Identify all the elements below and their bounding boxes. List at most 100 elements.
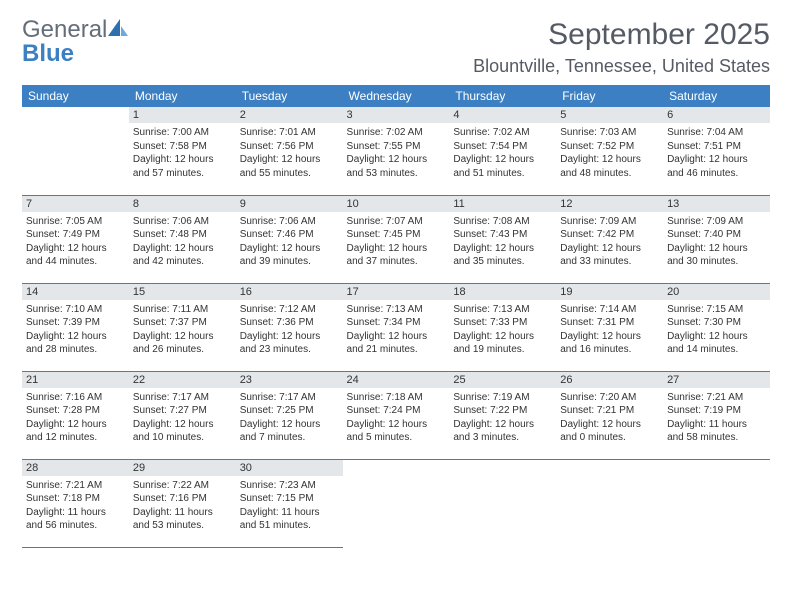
- calendar-cell: 21Sunrise: 7:16 AMSunset: 7:28 PMDayligh…: [22, 371, 129, 459]
- day-details: Sunrise: 7:06 AMSunset: 7:46 PMDaylight:…: [240, 215, 339, 269]
- day-number: 1: [129, 107, 236, 123]
- day-details: Sunrise: 7:20 AMSunset: 7:21 PMDaylight:…: [560, 391, 659, 445]
- day-details: Sunrise: 7:21 AMSunset: 7:18 PMDaylight:…: [26, 479, 125, 533]
- sail-icon: [108, 18, 130, 42]
- weekday-header-row: SundayMondayTuesdayWednesdayThursdayFrid…: [22, 85, 770, 107]
- calendar-cell: 23Sunrise: 7:17 AMSunset: 7:25 PMDayligh…: [236, 371, 343, 459]
- weekday-header: Wednesday: [343, 85, 450, 107]
- day-number: 12: [556, 196, 663, 212]
- day-number: 7: [22, 196, 129, 212]
- weekday-header: Friday: [556, 85, 663, 107]
- day-details: Sunrise: 7:19 AMSunset: 7:22 PMDaylight:…: [453, 391, 552, 445]
- calendar-cell: 12 Sunrise: 7:09 AMSunset: 7:42 PMDayligh…: [556, 195, 663, 283]
- day-details: Sunrise: 7:22 AMSunset: 7:16 PMDaylight:…: [133, 479, 232, 533]
- day-number: 16: [236, 284, 343, 300]
- day-details: Sunrise: 7:21 AMSunset: 7:19 PMDaylight:…: [667, 391, 766, 445]
- day-number: 5: [556, 107, 663, 123]
- month-title: September 2025: [473, 18, 770, 52]
- calendar-cell: [663, 459, 770, 547]
- day-details: Sunrise: 7:09 AMSunset: 7:42 PMDaylight:…: [560, 215, 659, 269]
- day-details: Sunrise: 7:16 AMSunset: 7:28 PMDaylight:…: [26, 391, 125, 445]
- day-details: Sunrise: 7:08 AMSunset: 7:43 PMDaylight:…: [453, 215, 552, 269]
- day-number: 19: [556, 284, 663, 300]
- day-details: Sunrise: 7:17 AMSunset: 7:25 PMDaylight:…: [240, 391, 339, 445]
- day-number: 4: [449, 107, 556, 123]
- calendar-cell: 13 Sunrise: 7:09 AMSunset: 7:40 PMDayligh…: [663, 195, 770, 283]
- day-number: 9: [236, 196, 343, 212]
- brand-word-1: General: [22, 18, 107, 42]
- day-details: Sunrise: 7:01 AMSunset: 7:56 PMDaylight:…: [240, 126, 339, 180]
- day-number: 29: [129, 460, 236, 476]
- day-details: Sunrise: 7:10 AMSunset: 7:39 PMDaylight:…: [26, 303, 125, 357]
- calendar-cell: [449, 459, 556, 547]
- day-number: 15: [129, 284, 236, 300]
- day-number: 28: [22, 460, 129, 476]
- day-number: 27: [663, 372, 770, 388]
- calendar-cell: 20Sunrise: 7:15 AMSunset: 7:30 PMDayligh…: [663, 283, 770, 371]
- day-details: Sunrise: 7:17 AMSunset: 7:27 PMDaylight:…: [133, 391, 232, 445]
- day-number: 14: [22, 284, 129, 300]
- day-number: 17: [343, 284, 450, 300]
- calendar-cell: 5 Sunrise: 7:03 AMSunset: 7:52 PMDaylight…: [556, 107, 663, 195]
- weekday-header: Sunday: [22, 85, 129, 107]
- brand-logo: General Blue: [22, 18, 130, 66]
- day-number: 24: [343, 372, 450, 388]
- calendar-row: 7 Sunrise: 7:05 AMSunset: 7:49 PMDaylight…: [22, 195, 770, 283]
- day-details: Sunrise: 7:13 AMSunset: 7:34 PMDaylight:…: [347, 303, 446, 357]
- title-block: September 2025 Blountville, Tennessee, U…: [473, 18, 770, 77]
- calendar-cell: 9 Sunrise: 7:06 AMSunset: 7:46 PMDaylight…: [236, 195, 343, 283]
- calendar-cell: 24 Sunrise: 7:18 AMSunset: 7:24 PMDayligh…: [343, 371, 450, 459]
- calendar-cell: 8 Sunrise: 7:06 AMSunset: 7:48 PMDaylight…: [129, 195, 236, 283]
- day-details: Sunrise: 7:07 AMSunset: 7:45 PMDaylight:…: [347, 215, 446, 269]
- day-details: Sunrise: 7:02 AMSunset: 7:54 PMDaylight:…: [453, 126, 552, 180]
- calendar-cell: 15Sunrise: 7:11 AMSunset: 7:37 PMDayligh…: [129, 283, 236, 371]
- calendar-cell: 14 Sunrise: 7:10 AMSunset: 7:39 PMDayligh…: [22, 283, 129, 371]
- page-header: General Blue September 2025 Blountville,…: [22, 18, 770, 77]
- day-details: Sunrise: 7:04 AMSunset: 7:51 PMDaylight:…: [667, 126, 766, 180]
- weekday-header: Tuesday: [236, 85, 343, 107]
- day-number: 25: [449, 372, 556, 388]
- day-details: Sunrise: 7:00 AMSunset: 7:58 PMDaylight:…: [133, 126, 232, 180]
- calendar-cell: [343, 459, 450, 547]
- calendar-cell: 27 Sunrise: 7:21 AMSunset: 7:19 PMDayligh…: [663, 371, 770, 459]
- day-details: Sunrise: 7:09 AMSunset: 7:40 PMDaylight:…: [667, 215, 766, 269]
- day-details: Sunrise: 7:03 AMSunset: 7:52 PMDaylight:…: [560, 126, 659, 180]
- calendar-table: SundayMondayTuesdayWednesdayThursdayFrid…: [22, 85, 770, 548]
- day-details: Sunrise: 7:23 AMSunset: 7:15 PMDaylight:…: [240, 479, 339, 533]
- calendar-cell: 30 Sunrise: 7:23 AMSunset: 7:15 PMDayligh…: [236, 459, 343, 547]
- calendar-cell: 22 Sunrise: 7:17 AMSunset: 7:27 PMDayligh…: [129, 371, 236, 459]
- day-number: 30: [236, 460, 343, 476]
- day-number: 22: [129, 372, 236, 388]
- calendar-row: 14 Sunrise: 7:10 AMSunset: 7:39 PMDayligh…: [22, 283, 770, 371]
- calendar-cell: 4 Sunrise: 7:02 AMSunset: 7:54 PMDaylight…: [449, 107, 556, 195]
- day-number: 26: [556, 372, 663, 388]
- brand-word-2: Blue: [22, 42, 74, 66]
- calendar-cell: 3Sunrise: 7:02 AMSunset: 7:55 PMDaylight…: [343, 107, 450, 195]
- calendar-cell: 10Sunrise: 7:07 AMSunset: 7:45 PMDayligh…: [343, 195, 450, 283]
- day-number: 20: [663, 284, 770, 300]
- calendar-cell: 16 Sunrise: 7:12 AMSunset: 7:36 PMDayligh…: [236, 283, 343, 371]
- day-number: 8: [129, 196, 236, 212]
- calendar-cell: 6 Sunrise: 7:04 AMSunset: 7:51 PMDaylight…: [663, 107, 770, 195]
- day-number: 18: [449, 284, 556, 300]
- weekday-header: Saturday: [663, 85, 770, 107]
- calendar-cell: [22, 107, 129, 195]
- calendar-cell: 28 Sunrise: 7:21 AMSunset: 7:18 PMDayligh…: [22, 459, 129, 547]
- day-number: 11: [449, 196, 556, 212]
- calendar-row: 28 Sunrise: 7:21 AMSunset: 7:18 PMDayligh…: [22, 459, 770, 547]
- day-number: 13: [663, 196, 770, 212]
- day-details: Sunrise: 7:18 AMSunset: 7:24 PMDaylight:…: [347, 391, 446, 445]
- calendar-cell: 25 Sunrise: 7:19 AMSunset: 7:22 PMDayligh…: [449, 371, 556, 459]
- calendar-row: 1 Sunrise: 7:00 AMSunset: 7:58 PMDaylight…: [22, 107, 770, 195]
- day-details: Sunrise: 7:12 AMSunset: 7:36 PMDaylight:…: [240, 303, 339, 357]
- location-subtitle: Blountville, Tennessee, United States: [473, 56, 770, 77]
- calendar-cell: 11 Sunrise: 7:08 AMSunset: 7:43 PMDayligh…: [449, 195, 556, 283]
- day-number: 2: [236, 107, 343, 123]
- day-details: Sunrise: 7:06 AMSunset: 7:48 PMDaylight:…: [133, 215, 232, 269]
- day-details: Sunrise: 7:13 AMSunset: 7:33 PMDaylight:…: [453, 303, 552, 357]
- day-details: Sunrise: 7:05 AMSunset: 7:49 PMDaylight:…: [26, 215, 125, 269]
- weekday-header: Thursday: [449, 85, 556, 107]
- calendar-row: 21Sunrise: 7:16 AMSunset: 7:28 PMDayligh…: [22, 371, 770, 459]
- day-number: 6: [663, 107, 770, 123]
- calendar-cell: [556, 459, 663, 547]
